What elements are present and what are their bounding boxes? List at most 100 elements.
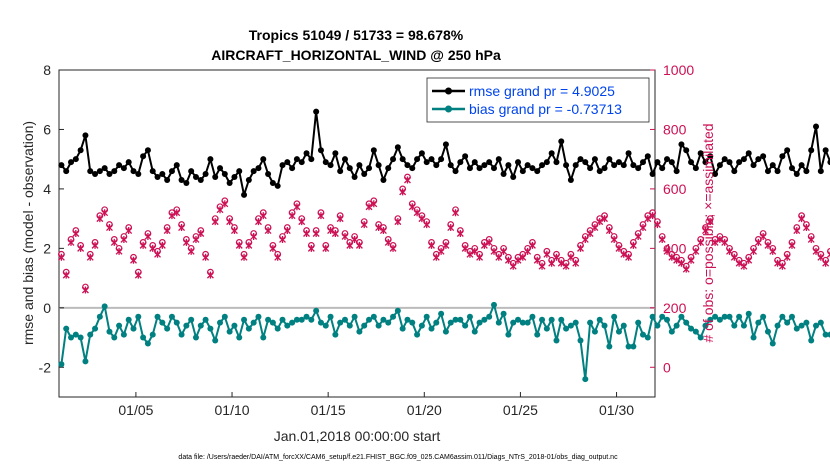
bias-point (212, 337, 219, 344)
obs-assimilated-point (139, 241, 147, 249)
rmse-point (313, 108, 320, 115)
bias-point (702, 322, 709, 329)
rmse-point (726, 159, 733, 166)
obs-assimilated-point (471, 247, 479, 255)
obs-assimilated-point (192, 235, 200, 243)
obs-assimilated-point (81, 286, 89, 294)
obs-assimilated-point (221, 200, 229, 208)
obs-assimilated-point (692, 247, 700, 255)
bias-point (385, 319, 392, 326)
obs-assimilated-point (812, 247, 820, 255)
left-tick-label: 2 (43, 240, 51, 256)
left-tick-label: 0 (43, 300, 51, 316)
rmse-point (303, 150, 310, 157)
obs-assimilated-point (178, 224, 186, 232)
rmse-point (553, 159, 560, 166)
rmse-point (644, 153, 651, 160)
rmse-point (96, 168, 103, 175)
obs-assimilated-point (418, 215, 426, 223)
rmse-point (774, 168, 781, 175)
bias-point (731, 322, 738, 329)
obs-assimilated-point (783, 253, 791, 261)
obs-assimilated-point (245, 241, 253, 249)
right-axis-label: # of obs: o=possible; ×=assimilated (700, 123, 716, 342)
obs-assimilated-point (67, 238, 75, 246)
obs-assimilated-point (769, 247, 777, 255)
rmse-point (457, 159, 464, 166)
rmse-point (68, 159, 75, 166)
bias-point (591, 328, 598, 335)
obs-assimilated-point (764, 241, 772, 249)
obs-assimilated-point (370, 200, 378, 208)
obs-assimilated-point (279, 235, 286, 243)
bias-point (827, 331, 830, 338)
rmse-point (265, 171, 272, 178)
obs-assimilated-point (413, 209, 421, 217)
obs-assimilated-point (250, 232, 258, 240)
bias-point (289, 319, 296, 326)
bias-point (322, 322, 329, 329)
bias-point (293, 316, 300, 323)
obs-assimilated-point (331, 230, 339, 237)
obs-assimilated-point (653, 221, 661, 229)
rmse-point (92, 171, 99, 178)
bias-point (510, 319, 517, 326)
rmse-point (366, 165, 373, 172)
rmse-point (515, 159, 522, 166)
obs-assimilated-point (197, 230, 205, 237)
bias-point (87, 331, 94, 338)
rmse-point (548, 150, 555, 157)
bias-point (486, 313, 493, 320)
bias-point (490, 301, 497, 308)
obs-assimilated-point (735, 259, 743, 267)
bias-point (92, 325, 99, 332)
obs-assimilated-point (96, 215, 104, 223)
obs-assimilated-point (591, 224, 599, 232)
rmse-point (236, 168, 243, 175)
rmse-point (755, 156, 762, 163)
obs-assimilated-point (399, 188, 407, 196)
bias-point (630, 343, 637, 350)
obs-assimilated-point (577, 244, 584, 252)
bias-point (144, 340, 151, 347)
rmse-point (274, 182, 281, 189)
obs-assimilated-point (283, 227, 291, 235)
obs-assimilated-point (629, 241, 637, 249)
obs-assimilated-point (110, 238, 118, 246)
obs-assimilated-point (394, 218, 402, 226)
bias-point (164, 325, 171, 332)
bias-point (231, 322, 238, 329)
obs-assimilated-point (817, 253, 825, 261)
obs-assimilated-point (389, 244, 397, 252)
obs-assimilated-point (504, 256, 512, 264)
rmse-point (183, 179, 190, 186)
obs-assimilated-point (826, 250, 830, 258)
x-tick-label: 01/05 (118, 402, 153, 418)
obs-assimilated-point (721, 238, 729, 246)
obs-assimilated-point (341, 232, 349, 240)
x-tick-label: 01/25 (503, 402, 538, 418)
bias-point (245, 325, 252, 332)
obs-assimilated-point (673, 256, 681, 264)
x-tick-label: 01/30 (599, 402, 634, 418)
bias-point (418, 322, 425, 329)
obs-assimilated-point (490, 247, 498, 255)
rmse-point (505, 162, 512, 169)
rmse-point (370, 147, 377, 154)
obs-assimilated-point (303, 230, 310, 237)
rmse-point (808, 147, 815, 154)
obs-assimilated-point (625, 253, 633, 261)
obs-assimilated-point (72, 230, 80, 237)
rmse-point (587, 165, 594, 172)
obs-assimilated-point (206, 271, 214, 279)
rmse-point (625, 150, 632, 157)
obs-assimilated-point (601, 215, 608, 223)
obs-assimilated-point (754, 238, 762, 246)
obs-assimilated-point (187, 247, 195, 255)
bias-point (125, 316, 132, 323)
obs-assimilated-point (759, 232, 767, 240)
rmse-point (678, 141, 685, 148)
rmse-point (414, 156, 421, 163)
rmse-point (639, 159, 646, 166)
